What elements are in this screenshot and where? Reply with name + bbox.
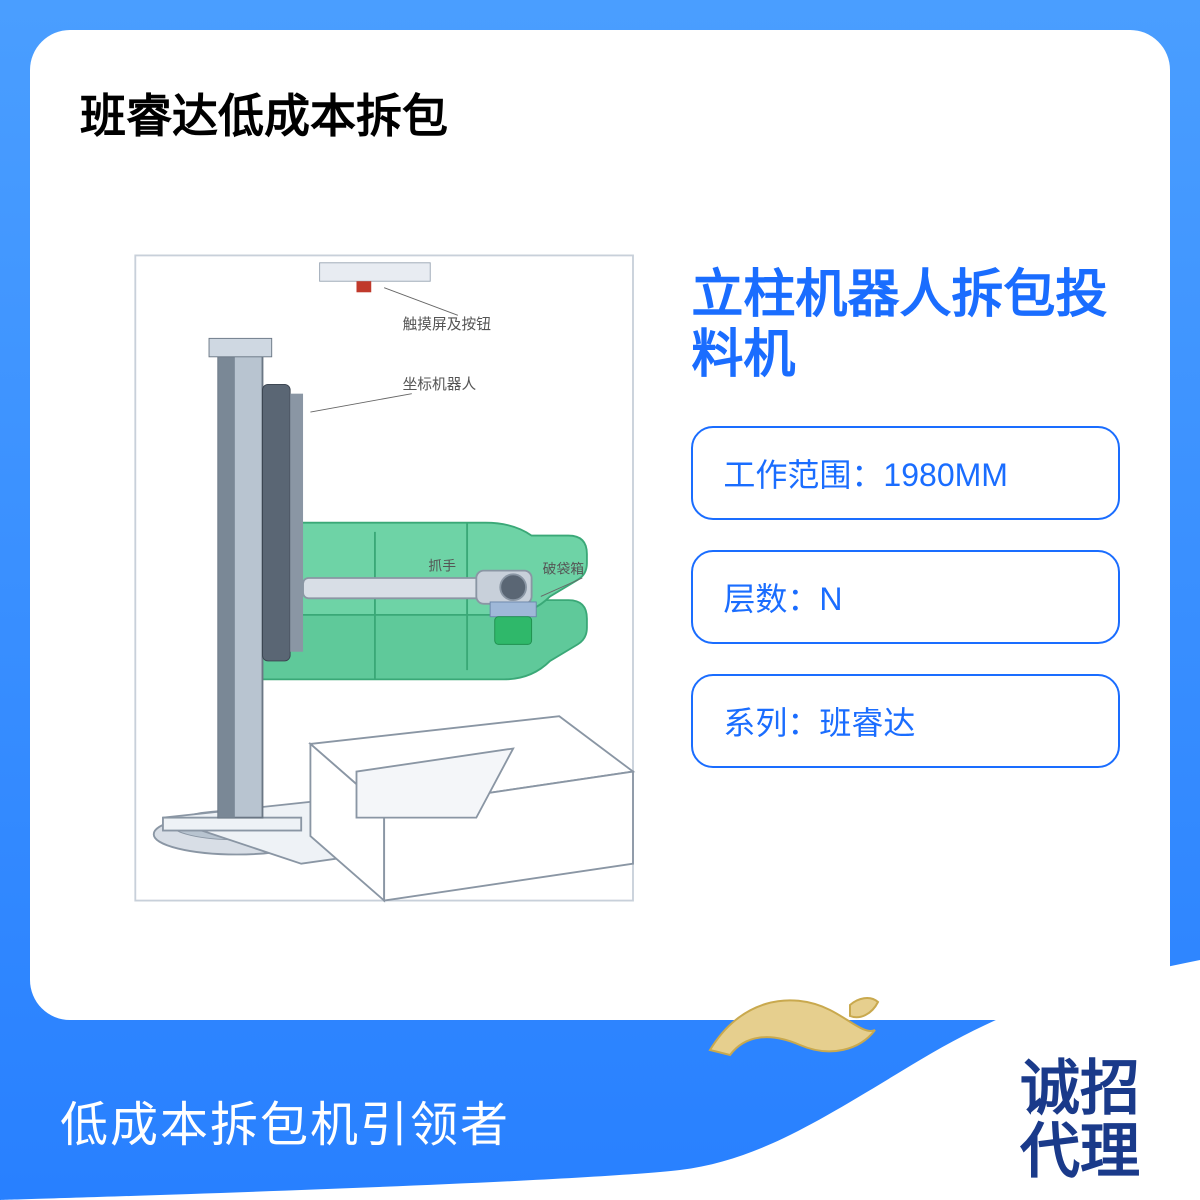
product-title: 立柱机器人拆包投料机 <box>691 266 1120 386</box>
spec-series: 系列：班睿达 <box>691 674 1120 768</box>
page-heading: 班睿达低成本拆包 <box>80 80 1120 146</box>
diagram-label-robot: 坐标机器人 <box>403 376 477 393</box>
footer-badge-line1: 诚招 <box>1020 1057 1140 1120</box>
diagram-label-top: 触摸屏及按钮 <box>403 316 492 333</box>
diagram-label-hopper: 破袋箱 <box>543 560 585 576</box>
spec-working-range: 工作范围：1980MM <box>691 426 1120 520</box>
footer-badge: 诚招 代理 <box>1020 1057 1140 1183</box>
footer-badge-line2: 代理 <box>1020 1120 1140 1183</box>
spec-layers: 层数：N <box>691 550 1120 644</box>
diagram-label-gripper: 抓手 <box>428 558 456 574</box>
product-diagram: 触摸屏及按钮 <box>80 176 651 980</box>
ribbon-icon <box>700 980 880 1070</box>
